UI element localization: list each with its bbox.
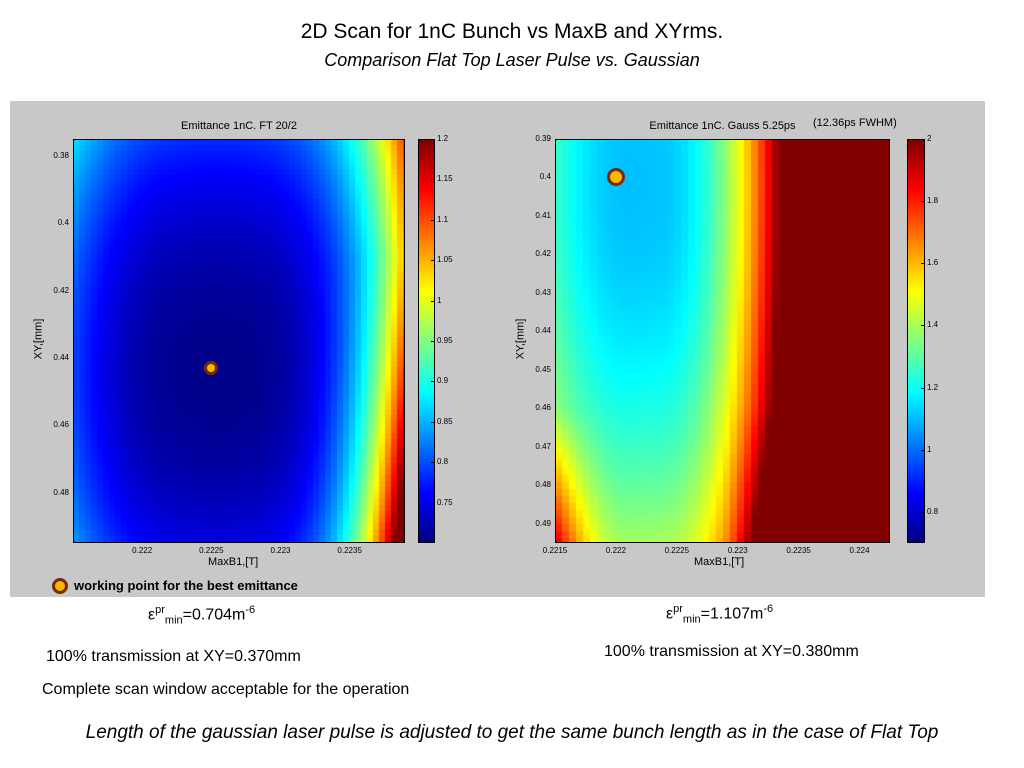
y-tick-label: 0.48 <box>53 487 69 497</box>
colorbar-tick-label: 1.05 <box>437 255 453 265</box>
y-tick-label: 0.42 <box>535 249 551 259</box>
footer-note: Length of the gaussian laser pulse is ad… <box>85 722 939 743</box>
colorbar-tick-label: 1.4 <box>927 320 939 330</box>
colorbar-tick-label: 0.9 <box>437 376 449 386</box>
colorbar-tick-mark <box>431 341 435 342</box>
left-emit-symbol: ε <box>148 606 156 624</box>
colorbar-tick-label: 1.2 <box>927 382 939 392</box>
y-tick-label: 0.4 <box>539 172 551 182</box>
left-emit-number: =0.704m <box>182 606 246 624</box>
colorbar-tick-mark <box>431 462 435 464</box>
x-tick-label: 0.2235 <box>337 546 362 555</box>
x-tick-label: 0.2235 <box>786 546 811 555</box>
right-heatmap <box>555 139 890 543</box>
right-plot-annotation: (12.36ps FWHM) <box>813 117 897 129</box>
left-plot-title: Emittance 1nC. FT 20/2 <box>181 120 297 132</box>
left-emit-exp: -6 <box>245 604 256 616</box>
y-tick-label: 0.42 <box>53 285 69 295</box>
y-tick-label: 0.48 <box>535 480 551 490</box>
colorbar-tick-mark <box>921 201 925 203</box>
right-transmission-note: 100% transmission at XY=0.380mm <box>604 643 859 660</box>
colorbar-tick-label: 2 <box>927 134 932 143</box>
colorbar-tick-mark <box>921 387 925 389</box>
y-tick-label: 0.38 <box>53 150 69 160</box>
figure-panel: Emittance 1nC. FT 20/2 0.222 0.2225 0.223 0… <box>10 101 985 597</box>
y-tick-label: 0.44 <box>535 326 551 336</box>
left-x-axis-label: MaxB1,[T] <box>208 556 259 568</box>
colorbar-tick-label: 1.15 <box>437 174 453 184</box>
y-tick-label: 0.46 <box>535 403 551 413</box>
colorbar-tick-mark <box>431 219 435 221</box>
colorbar-tick-mark <box>431 502 435 504</box>
right-emit-symbol: ε <box>666 605 674 623</box>
right-plot-title: Emittance 1nC. Gauss 5.25ps <box>649 120 796 132</box>
x-tick-label: 0.222 <box>132 546 153 555</box>
colorbar-tick-mark <box>431 381 435 383</box>
right-emit-exp: -6 <box>763 603 774 615</box>
y-tick-label: 0.41 <box>535 210 551 220</box>
colorbar-tick-mark <box>921 511 925 513</box>
y-tick-label: 0.4 <box>57 218 69 228</box>
left-colorbar <box>418 139 435 543</box>
left-emit-sup: pr <box>155 604 165 616</box>
colorbar-tick-mark <box>921 449 925 451</box>
x-tick-label: 0.223 <box>727 546 748 555</box>
left-y-axis-label: XY,[mm] <box>32 318 45 360</box>
x-tick-label: 0.2225 <box>199 546 224 555</box>
right-x-axis-label: MaxB1,[T] <box>694 556 745 568</box>
right-y-axis-label: XY,[mm] <box>514 318 527 360</box>
right-emit-number: =1.107m <box>700 605 764 623</box>
y-tick-label: 0.44 <box>53 352 69 362</box>
colorbar-tick-label: 0.8 <box>927 506 939 516</box>
x-tick-label: 0.2225 <box>664 546 690 555</box>
colorbar-tick-label: 1 <box>437 295 442 305</box>
colorbar-tick-label: 1.6 <box>927 258 939 268</box>
page-subtitle: Comparison Flat Top Laser Pulse vs. Gaus… <box>324 50 700 70</box>
y-tick-label: 0.43 <box>535 287 551 297</box>
right-emit-sub: min <box>682 613 701 626</box>
colorbar-tick-mark <box>431 260 435 262</box>
colorbar-tick-label: 0.8 <box>437 457 449 467</box>
left-emittance-value: εprmin=0.704m-6 <box>148 604 255 627</box>
left-emit-sub: min <box>164 614 183 627</box>
page-title: 2D Scan for 1nC Bunch vs MaxB and XYrms. <box>300 20 724 43</box>
legend-marker-icon <box>52 578 68 594</box>
colorbar-tick-mark <box>921 325 925 327</box>
y-tick-label: 0.47 <box>535 441 551 451</box>
colorbar-tick-label: 1.1 <box>437 214 449 224</box>
colorbar-tick-label: 0.75 <box>437 497 453 507</box>
x-tick-label: 0.223 <box>270 546 291 555</box>
y-tick-label: 0.45 <box>535 364 551 374</box>
x-tick-label: 0.2215 <box>542 546 568 555</box>
y-tick-label: 0.39 <box>535 134 551 143</box>
colorbar-tick-label: 0.85 <box>437 416 453 426</box>
right-emittance-value: εprmin=1.107m-6 <box>666 603 773 626</box>
colorbar-tick-mark <box>431 179 435 181</box>
x-tick-label: 0.222 <box>605 546 626 555</box>
left-transmission-note: 100% transmission at XY=0.370mm <box>46 648 301 665</box>
right-colorbar <box>907 139 925 543</box>
legend-label: working point for the best emittance <box>74 578 298 593</box>
left-working-point-marker <box>204 360 219 375</box>
colorbar-tick-mark <box>431 300 435 302</box>
y-tick-label: 0.46 <box>53 420 69 430</box>
colorbar-tick-label: 1 <box>927 444 932 454</box>
colorbar-tick-label: 1.2 <box>437 134 449 143</box>
colorbar-tick-mark <box>921 139 925 140</box>
colorbar-tick-label: 0.95 <box>437 336 453 345</box>
x-tick-label: 0.224 <box>849 546 870 555</box>
right-emit-sup: pr <box>673 603 683 615</box>
colorbar-tick-label: 1.8 <box>927 196 939 206</box>
colorbar-tick-mark <box>431 421 435 423</box>
colorbar-tick-mark <box>921 263 925 265</box>
right-working-point-marker <box>606 168 625 187</box>
colorbar-tick-mark <box>431 139 435 140</box>
left-heatmap <box>73 139 405 543</box>
scan-window-note: Complete scan window acceptable for the … <box>42 681 410 698</box>
y-tick-label: 0.49 <box>535 518 551 528</box>
